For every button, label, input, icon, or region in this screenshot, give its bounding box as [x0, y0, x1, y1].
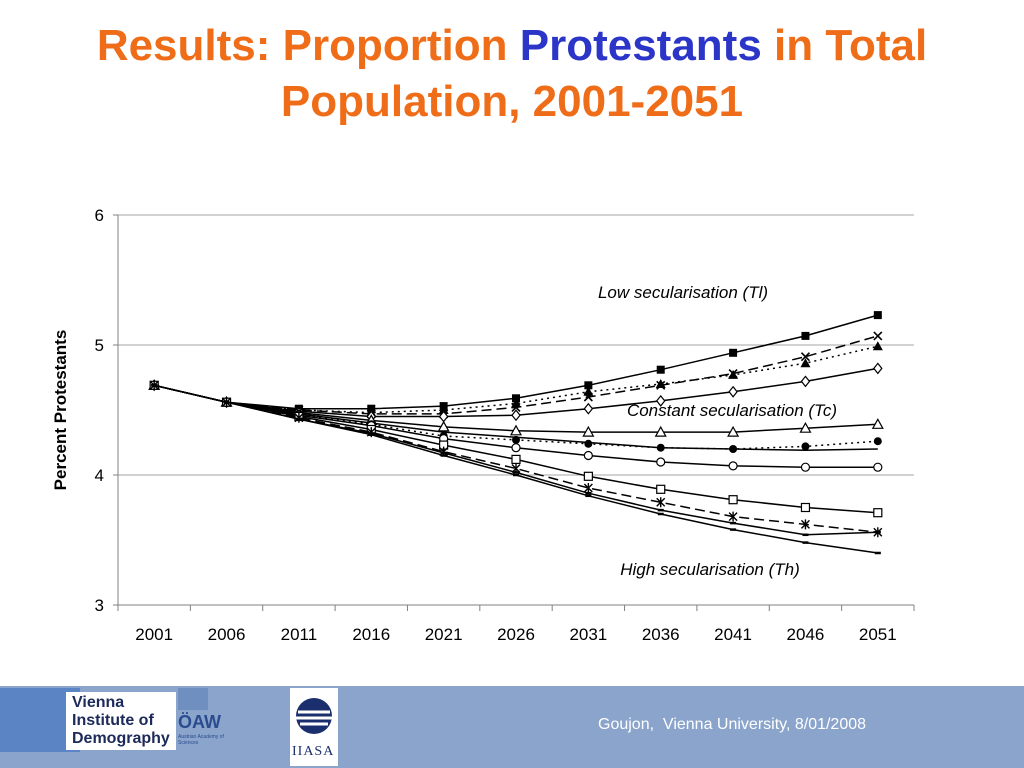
series-12: [151, 384, 881, 555]
data-point: [438, 405, 449, 414]
y-tick-label: 6: [95, 206, 104, 225]
data-point: [800, 358, 811, 368]
data-point: [654, 425, 667, 437]
series-line: [154, 384, 878, 452]
oaw-subtext: Austrian Academy of Sciences: [178, 734, 224, 746]
data-point: [728, 461, 738, 471]
data-point: [656, 457, 666, 467]
y-axis-title: Percent Protestants: [51, 330, 70, 491]
data-point: [655, 394, 666, 407]
annotation-label: Low secularisation (Tl): [598, 283, 768, 302]
data-point: [801, 331, 810, 340]
series-1: [150, 311, 882, 413]
data-point: [512, 394, 520, 403]
x-tick-label: 2006: [208, 625, 246, 644]
data-point: [511, 454, 521, 464]
oaw-text: ÖAW: [178, 712, 221, 732]
data-point: [583, 402, 594, 415]
data-point: [583, 386, 594, 396]
data-point: [728, 495, 738, 505]
data-point: [655, 379, 666, 388]
data-point: [801, 442, 810, 451]
title-part2: in Total Population, 2001-2051: [280, 21, 928, 126]
series-10: [149, 380, 883, 538]
title-highlight: Protestants: [519, 21, 762, 70]
data-point: [728, 511, 738, 522]
title-part1: Results: Proportion: [96, 21, 520, 70]
vienna-institute-logo: Vienna Institute of Demography: [0, 688, 176, 752]
data-point: [511, 409, 521, 422]
data-point: [583, 471, 593, 481]
x-tick-label: 2001: [135, 625, 173, 644]
x-tick-label: 2041: [714, 625, 752, 644]
line-chart: 3 4 5 6 2001 2006 2011 2016 2021 2026 2031 2036 2041…: [51, 206, 915, 644]
data-point: [800, 352, 811, 362]
iiasa-logo: IIASA: [290, 688, 338, 766]
annotation-label: Constant secularisation (Tc): [627, 401, 837, 420]
oaw-mark: [178, 688, 208, 710]
oaw-logo: ÖAW Austrian Academy of Sciences: [178, 688, 234, 752]
x-tick-label: 2031: [569, 625, 607, 644]
data-point: [873, 437, 882, 446]
logo-line-2: Institute of: [72, 712, 154, 729]
y-tick-label: 5: [95, 336, 104, 355]
data-point: [729, 348, 738, 357]
data-point: [873, 311, 882, 320]
data-point: [511, 443, 521, 453]
data-point: [656, 365, 665, 374]
chart-labels: 3 4 5 6 2001 2006 2011 2016 2021 2026 2031 2036 2041…: [51, 206, 897, 644]
data-point: [800, 519, 810, 530]
data-point: [437, 420, 450, 432]
data-point: [583, 483, 593, 493]
chart-series: [148, 311, 884, 555]
footer-credit: Goujon, Vienna University, 8/01/2008: [598, 716, 867, 733]
data-point: [584, 381, 593, 390]
series-line: [154, 384, 878, 533]
data-point: [294, 412, 304, 423]
data-point: [871, 418, 884, 429]
x-tick-label: 2036: [642, 625, 680, 644]
data-point: [799, 421, 812, 433]
data-point: [511, 398, 521, 408]
logo-text: Vienna Institute of Demography: [66, 692, 176, 750]
y-tick-label: 4: [95, 466, 104, 485]
data-point: [873, 331, 883, 341]
iiasa-globe-icon: [296, 698, 332, 734]
data-point: [728, 369, 739, 379]
data-point: [873, 462, 883, 472]
data-point: [509, 424, 523, 436]
logo-line-3: Demography: [72, 730, 170, 747]
data-point: [728, 385, 738, 398]
y-tick-label: 3: [95, 596, 104, 615]
logo-line-1: Vienna: [72, 694, 125, 711]
data-point: [582, 425, 595, 437]
data-point: [800, 462, 811, 472]
data-point: [873, 508, 883, 518]
iiasa-text: IIASA: [292, 744, 335, 759]
data-point: [872, 341, 883, 351]
x-tick-label: 2021: [425, 625, 463, 644]
data-point: [656, 497, 666, 508]
data-point: [584, 439, 593, 448]
x-tick-label: 2011: [281, 625, 318, 644]
series-7: [154, 384, 878, 452]
annotation-label: High secularisation (Th): [620, 560, 800, 579]
data-point: [800, 375, 811, 388]
page-title: Results: Proportion Protestants in Total…: [0, 18, 1024, 130]
x-tick-label: 2046: [787, 625, 825, 644]
chart-axes: [113, 214, 915, 611]
x-tick-label: 2016: [352, 625, 390, 644]
data-point: [583, 450, 593, 461]
data-point: [873, 362, 883, 375]
x-tick-label: 2026: [497, 625, 535, 644]
data-point: [656, 484, 666, 494]
data-point: [727, 425, 740, 437]
x-tick-label: 2051: [859, 625, 897, 644]
data-point: [800, 502, 811, 513]
